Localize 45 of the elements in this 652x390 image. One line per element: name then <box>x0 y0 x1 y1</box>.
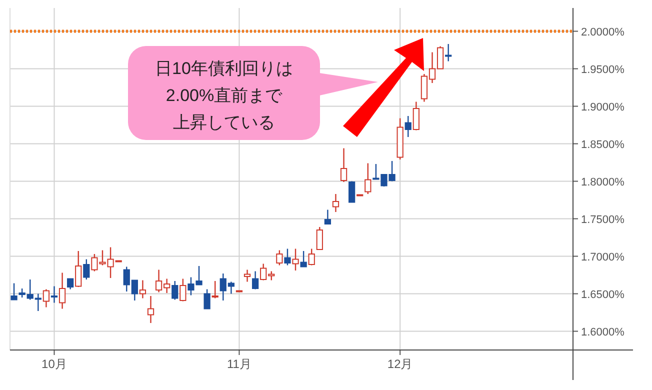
y-tick-label: 1.6500% <box>581 288 625 301</box>
candlestick <box>147 295 154 324</box>
candlestick <box>10 282 18 300</box>
y-tick-label: 2.0000% <box>581 26 625 38</box>
y-tick-label: 1.7500% <box>581 214 625 226</box>
candlestick <box>348 180 356 203</box>
candlestick <box>50 286 58 304</box>
candlestick <box>212 280 218 299</box>
candlestick <box>83 258 90 280</box>
y-tick-label: 1.7000% <box>581 251 625 264</box>
callout: 日10年債利回りは 2.00%直前まで 上昇している <box>128 46 378 140</box>
candlestick <box>332 193 340 213</box>
x-tick-label: 11月 <box>226 357 252 371</box>
candlestick <box>180 278 186 302</box>
candlestick <box>324 209 332 225</box>
candlestick <box>404 115 412 138</box>
y-tick-label: 1.8500% <box>581 138 625 151</box>
candlestick <box>292 248 299 272</box>
annotation: 2.00%直前まで <box>166 86 284 105</box>
candlestick <box>67 278 74 290</box>
y-tick-label: 1.9000% <box>581 101 625 114</box>
annotation: 上昇している <box>173 113 275 132</box>
x-tick-label: 12月 <box>387 357 413 371</box>
candlestick <box>340 148 348 183</box>
candlestick <box>58 272 66 310</box>
candlestick <box>316 226 323 250</box>
candlestick <box>252 270 259 290</box>
candlestick <box>75 250 82 288</box>
annotation: 日10年債利回りは <box>155 59 293 78</box>
x-tick-label: 10月 <box>42 357 67 371</box>
candlestick <box>364 162 372 195</box>
candlestick <box>204 288 210 310</box>
candlestick <box>308 248 315 266</box>
candlestick <box>139 280 146 299</box>
candlestick <box>284 248 291 266</box>
candlestick <box>300 250 307 268</box>
y-tick-label: 1.9500% <box>581 64 625 76</box>
candlestick <box>412 101 420 131</box>
candlestick <box>276 250 283 266</box>
candlestick <box>42 288 50 308</box>
candlestick <box>244 269 251 282</box>
candlestick <box>445 43 452 62</box>
y-tick-label: 1.8000% <box>581 176 625 188</box>
candlestick <box>172 280 178 300</box>
y-tick-label: 1.6000% <box>581 326 625 338</box>
